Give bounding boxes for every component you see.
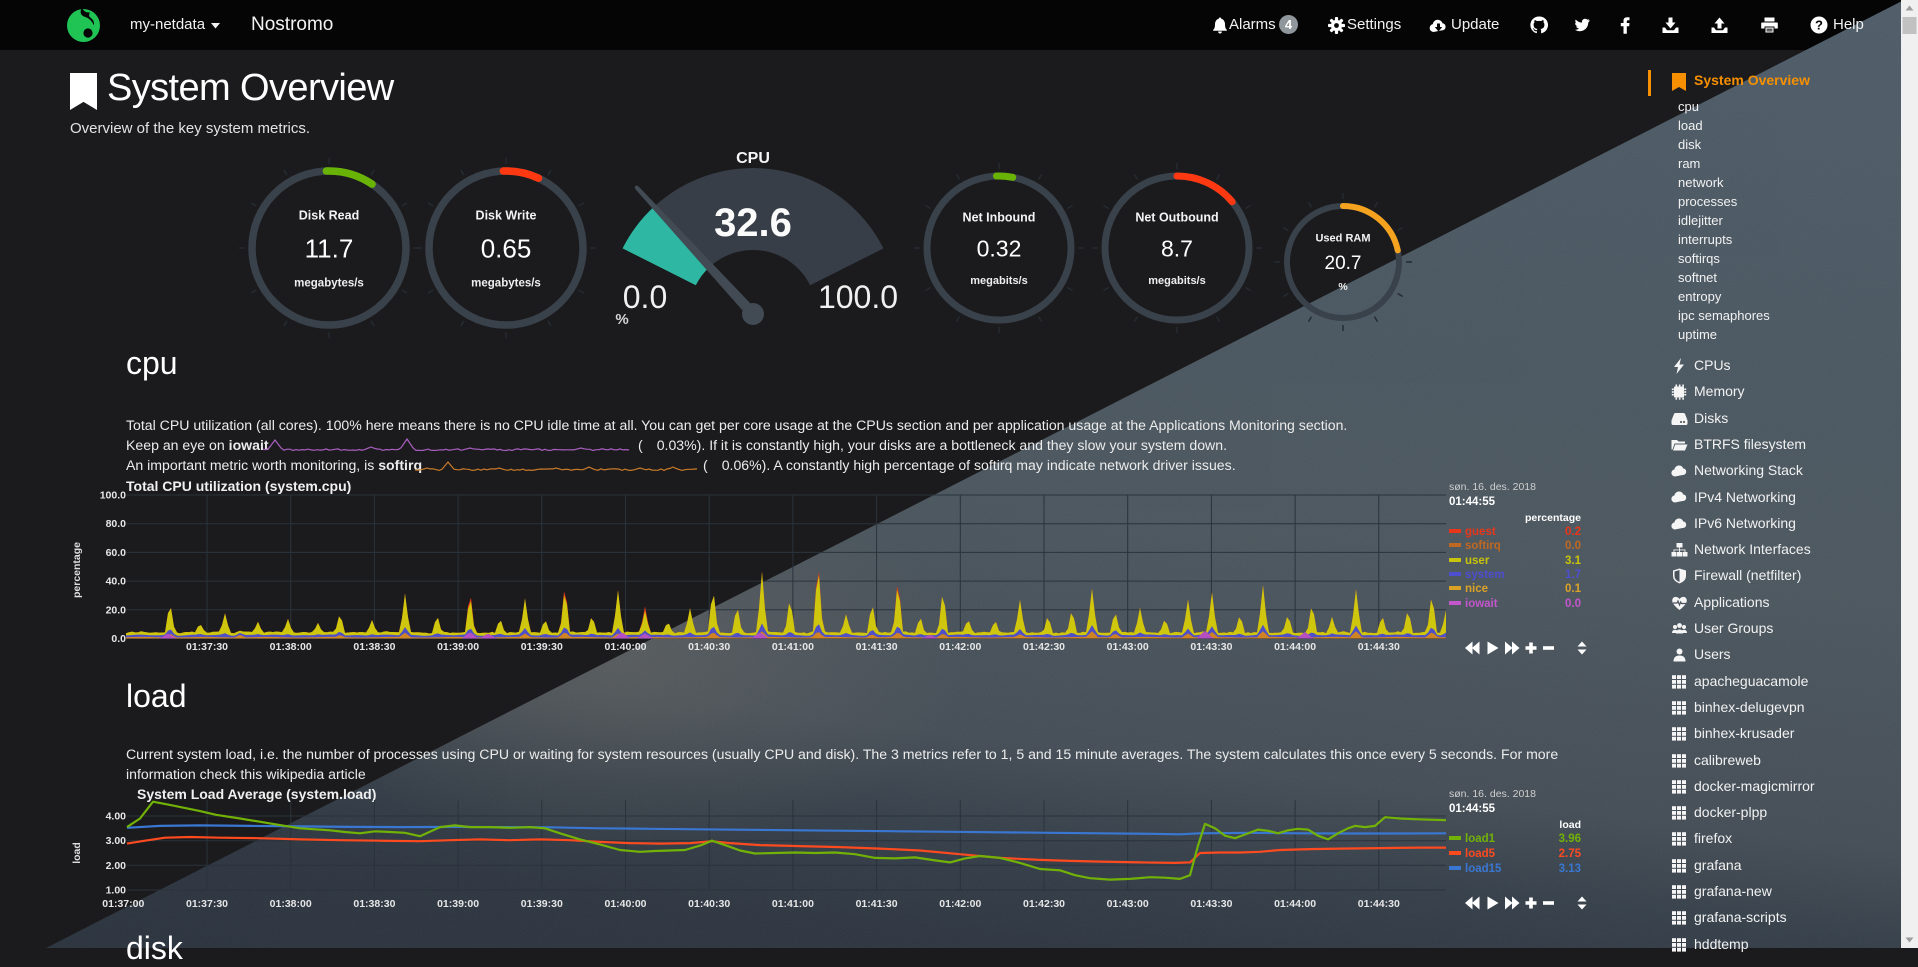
svg-text:8.7: 8.7 — [1161, 235, 1193, 261]
svg-text:100.0: 100.0 — [100, 490, 126, 502]
svg-text:100.0: 100.0 — [817, 279, 897, 315]
svg-text:percentage: percentage — [71, 542, 83, 598]
svg-text:Net Outbound: Net Outbound — [1135, 210, 1218, 224]
svg-text:01:38:30: 01:38:30 — [353, 641, 395, 653]
svg-text:32.6: 32.6 — [714, 201, 792, 245]
svg-text:01:41:00: 01:41:00 — [772, 641, 814, 653]
svg-text:megabytes/s: megabytes/s — [294, 278, 364, 290]
svg-text:60.0: 60.0 — [106, 547, 127, 559]
svg-text:01:38:00: 01:38:00 — [270, 641, 312, 653]
svg-text:?: ? — [1815, 17, 1823, 32]
svg-text:01:40:30: 01:40:30 — [688, 641, 730, 653]
svg-text:01:43:00: 01:43:00 — [1107, 898, 1149, 910]
svg-text:2.00: 2.00 — [106, 860, 127, 872]
svg-text:01:43:30: 01:43:30 — [1190, 641, 1232, 653]
svg-text:01:42:00: 01:42:00 — [939, 641, 981, 653]
svg-text:20.7: 20.7 — [1325, 253, 1362, 274]
svg-text:4.00: 4.00 — [106, 811, 127, 823]
svg-text:01:42:30: 01:42:30 — [1023, 641, 1065, 653]
svg-text:11.7: 11.7 — [305, 233, 354, 263]
svg-text:01:42:00: 01:42:00 — [939, 898, 981, 910]
svg-text:0.0: 0.0 — [111, 633, 126, 645]
svg-text:01:44:30: 01:44:30 — [1358, 898, 1400, 910]
svg-text:load: load — [71, 842, 83, 864]
svg-text:01:38:30: 01:38:30 — [353, 898, 395, 910]
svg-text:01:39:00: 01:39:00 — [437, 641, 479, 653]
svg-text:megabits/s: megabits/s — [970, 275, 1027, 287]
svg-text:01:40:00: 01:40:00 — [604, 898, 646, 910]
svg-text:01:39:30: 01:39:30 — [521, 641, 563, 653]
svg-text:20.0: 20.0 — [106, 604, 127, 616]
svg-text:01:41:30: 01:41:30 — [856, 898, 898, 910]
svg-text:0.65: 0.65 — [481, 233, 532, 263]
svg-text:01:38:00: 01:38:00 — [270, 898, 312, 910]
svg-text:%: % — [1338, 281, 1348, 293]
svg-text:01:43:30: 01:43:30 — [1190, 898, 1232, 910]
svg-text:0.0: 0.0 — [622, 279, 666, 315]
svg-text:01:39:00: 01:39:00 — [437, 898, 479, 910]
svg-text:80.0: 80.0 — [106, 518, 127, 530]
svg-text:01:41:00: 01:41:00 — [772, 898, 814, 910]
svg-text:01:43:00: 01:43:00 — [1107, 641, 1149, 653]
svg-text:3.00: 3.00 — [106, 835, 127, 847]
svg-text:01:44:00: 01:44:00 — [1274, 898, 1316, 910]
svg-text:01:40:00: 01:40:00 — [604, 641, 646, 653]
svg-text:Net Inbound: Net Inbound — [963, 210, 1036, 224]
svg-text:01:37:00: 01:37:00 — [102, 898, 144, 910]
svg-text:megabits/s: megabits/s — [1148, 275, 1205, 287]
svg-text:01:42:30: 01:42:30 — [1023, 898, 1065, 910]
svg-text:01:37:30: 01:37:30 — [186, 898, 228, 910]
svg-text:Disk Read: Disk Read — [299, 209, 359, 223]
svg-text:01:37:30: 01:37:30 — [186, 641, 228, 653]
svg-text:1.00: 1.00 — [106, 885, 127, 897]
svg-text:Used RAM: Used RAM — [1315, 232, 1370, 244]
svg-text:01:44:30: 01:44:30 — [1358, 641, 1400, 653]
svg-text:megabytes/s: megabytes/s — [471, 278, 541, 290]
svg-text:CPU: CPU — [736, 150, 770, 167]
svg-text:0.32: 0.32 — [977, 235, 1022, 261]
svg-text:01:44:00: 01:44:00 — [1274, 641, 1316, 653]
svg-text:01:41:30: 01:41:30 — [856, 641, 898, 653]
svg-text:%: % — [615, 311, 628, 328]
svg-text:01:40:30: 01:40:30 — [688, 898, 730, 910]
svg-text:40.0: 40.0 — [106, 576, 127, 588]
svg-text:Disk Write: Disk Write — [476, 209, 537, 223]
svg-text:01:39:30: 01:39:30 — [521, 898, 563, 910]
